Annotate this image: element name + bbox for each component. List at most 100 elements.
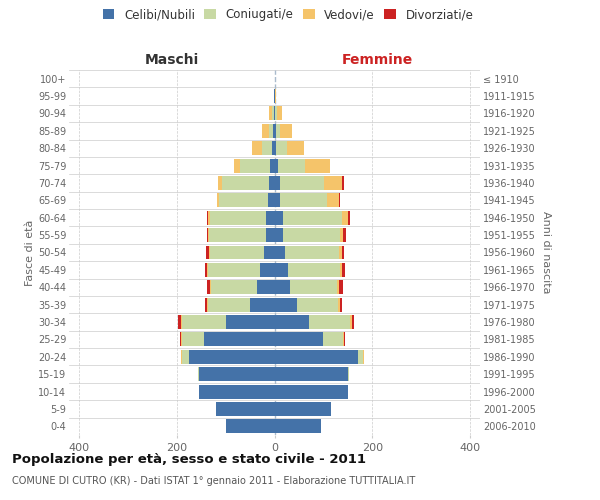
Bar (207, 211, 208, 224)
Bar (269, 124, 273, 138)
Bar (305, 158, 330, 172)
Bar (240, 158, 269, 172)
Bar (275, 402, 331, 416)
Bar (211, 280, 257, 294)
Bar (218, 176, 222, 190)
Bar (338, 280, 343, 294)
Bar (275, 315, 309, 329)
Bar (179, 332, 181, 346)
Bar (275, 298, 296, 312)
Bar (260, 263, 275, 277)
Bar (181, 315, 182, 329)
Bar (266, 211, 275, 224)
Bar (340, 298, 342, 312)
Bar (280, 176, 325, 190)
Bar (296, 298, 338, 312)
Bar (216, 402, 275, 416)
Bar (182, 315, 226, 329)
Bar (348, 211, 350, 224)
Bar (181, 350, 182, 364)
Text: Popolazione per età, sesso e stato civile - 2011: Popolazione per età, sesso e stato civil… (12, 452, 366, 466)
Bar (182, 332, 203, 346)
Bar (278, 158, 305, 172)
Bar (250, 298, 275, 312)
Bar (208, 298, 250, 312)
Bar (268, 194, 275, 207)
Bar (253, 142, 262, 155)
Bar (343, 332, 344, 346)
Bar (280, 124, 292, 138)
Bar (275, 211, 283, 224)
Bar (209, 228, 266, 242)
Bar (341, 246, 344, 260)
Text: Maschi: Maschi (145, 52, 199, 66)
Bar (199, 367, 275, 381)
Bar (276, 124, 280, 138)
Bar (272, 106, 274, 120)
Bar (226, 315, 275, 329)
Bar (362, 350, 364, 364)
Bar (283, 211, 342, 224)
Bar (341, 263, 346, 277)
Bar (208, 280, 210, 294)
Bar (283, 228, 340, 242)
Bar (340, 263, 341, 277)
Bar (275, 263, 288, 277)
Bar (219, 194, 268, 207)
Bar (208, 263, 260, 277)
Bar (275, 158, 278, 172)
Bar (338, 298, 340, 312)
Bar (337, 280, 338, 294)
Bar (342, 211, 348, 224)
Y-axis label: Fasce di età: Fasce di età (25, 220, 35, 286)
Bar (348, 367, 349, 381)
Bar (327, 194, 339, 207)
Y-axis label: Anni di nascita: Anni di nascita (541, 211, 551, 294)
Bar (275, 142, 277, 155)
Bar (285, 246, 339, 260)
Bar (226, 420, 275, 434)
Bar (275, 176, 280, 190)
Bar (205, 298, 208, 312)
Bar (309, 315, 350, 329)
Bar (273, 124, 275, 138)
Bar (343, 228, 346, 242)
Bar (178, 315, 181, 329)
Bar (266, 228, 275, 242)
Bar (189, 350, 275, 364)
Text: Femmine: Femmine (341, 52, 413, 66)
Bar (197, 367, 199, 381)
Bar (290, 280, 337, 294)
Bar (340, 228, 343, 242)
Bar (181, 332, 182, 346)
Bar (208, 228, 209, 242)
Bar (275, 228, 283, 242)
Bar (222, 176, 269, 190)
Bar (350, 315, 352, 329)
Bar (323, 332, 343, 346)
Bar (262, 142, 272, 155)
Bar (275, 332, 323, 346)
Bar (205, 263, 208, 277)
Bar (262, 124, 269, 138)
Bar (325, 176, 341, 190)
Bar (277, 142, 287, 155)
Bar (208, 211, 210, 224)
Legend: Celibi/Nubili, Coniugati/e, Vedovi/e, Divorziati/e: Celibi/Nubili, Coniugati/e, Vedovi/e, Di… (103, 8, 473, 22)
Bar (274, 106, 275, 120)
Bar (275, 194, 280, 207)
Bar (235, 158, 240, 172)
Bar (275, 280, 290, 294)
Bar (269, 176, 275, 190)
Bar (257, 280, 275, 294)
Bar (275, 246, 285, 260)
Bar (352, 315, 354, 329)
Bar (275, 367, 348, 381)
Bar (272, 142, 275, 155)
Bar (210, 246, 264, 260)
Bar (275, 384, 348, 398)
Bar (203, 332, 275, 346)
Bar (210, 280, 211, 294)
Bar (269, 106, 272, 120)
Bar (209, 246, 210, 260)
